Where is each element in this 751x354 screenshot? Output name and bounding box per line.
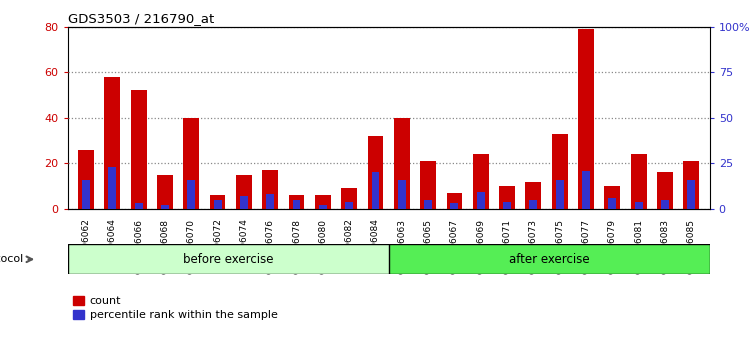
Bar [108, 167, 116, 209]
Bar [582, 171, 590, 209]
Bar [82, 180, 90, 209]
Bar [657, 172, 673, 209]
Bar [499, 186, 515, 209]
Bar [267, 194, 274, 209]
Bar [372, 172, 379, 209]
Bar [447, 193, 463, 209]
Bar [315, 195, 330, 209]
Bar [398, 180, 406, 209]
Bar [394, 118, 410, 209]
Text: GDS3503 / 216790_at: GDS3503 / 216790_at [68, 12, 214, 25]
Bar [608, 198, 617, 209]
Bar [104, 77, 120, 209]
Bar [529, 200, 537, 209]
Bar [240, 196, 248, 209]
Bar [556, 180, 564, 209]
Bar [157, 175, 173, 209]
Bar [421, 161, 436, 209]
Text: protocol: protocol [0, 254, 24, 264]
Bar [288, 195, 304, 209]
Bar [424, 200, 432, 209]
Bar [161, 205, 169, 209]
Bar [236, 175, 252, 209]
Text: before exercise: before exercise [182, 253, 273, 266]
Bar [503, 201, 511, 209]
Bar [473, 154, 489, 209]
Bar [187, 180, 195, 209]
Bar [477, 193, 484, 209]
Bar [131, 90, 146, 209]
Bar [68, 244, 389, 274]
Bar [293, 200, 300, 209]
Bar [134, 204, 143, 209]
Bar [552, 134, 568, 209]
Bar [631, 154, 647, 209]
Bar [635, 201, 643, 209]
Bar [341, 188, 357, 209]
Bar [389, 244, 710, 274]
Bar [367, 136, 383, 209]
Bar [578, 29, 594, 209]
Bar [319, 205, 327, 209]
Bar [451, 204, 458, 209]
Text: after exercise: after exercise [509, 253, 590, 266]
Bar [262, 170, 278, 209]
Bar [687, 180, 695, 209]
Bar [183, 118, 199, 209]
Bar [661, 200, 669, 209]
Bar [210, 195, 225, 209]
Bar [345, 201, 353, 209]
Bar [78, 150, 94, 209]
Bar [605, 186, 620, 209]
Bar [683, 161, 699, 209]
Bar [213, 200, 222, 209]
Legend: count, percentile rank within the sample: count, percentile rank within the sample [73, 296, 278, 320]
Bar [526, 182, 541, 209]
